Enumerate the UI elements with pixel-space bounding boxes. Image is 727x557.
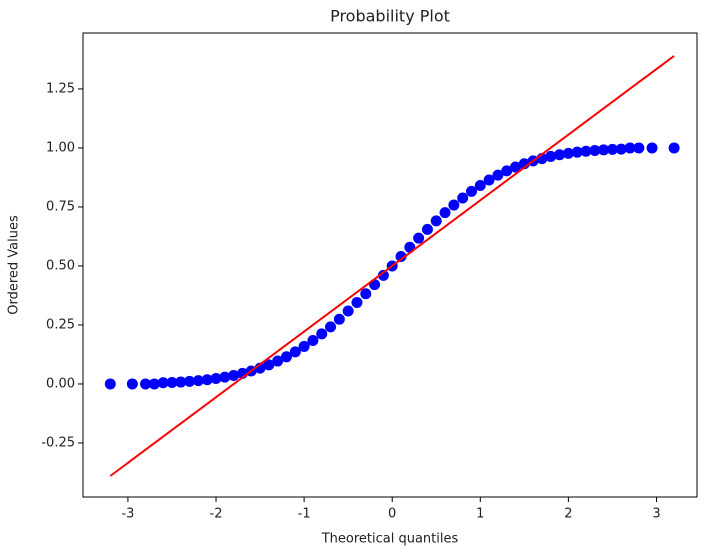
data-point bbox=[333, 313, 345, 325]
data-point bbox=[104, 378, 116, 390]
y-tick-label: 0.50 bbox=[46, 258, 75, 273]
x-tick-label: -3 bbox=[121, 507, 134, 522]
data-point bbox=[148, 378, 160, 390]
data-point bbox=[430, 215, 442, 227]
data-point bbox=[448, 199, 460, 211]
data-point bbox=[624, 142, 636, 154]
data-point bbox=[439, 207, 451, 219]
data-point bbox=[192, 375, 204, 387]
data-point bbox=[377, 269, 389, 281]
data-point bbox=[598, 144, 610, 156]
y-tick-label: 1.25 bbox=[46, 81, 75, 96]
data-point bbox=[554, 149, 566, 161]
data-point bbox=[615, 143, 627, 155]
data-point bbox=[272, 355, 284, 367]
data-point bbox=[263, 359, 275, 371]
x-axis-label: Theoretical quantiles bbox=[321, 532, 459, 547]
data-point bbox=[325, 321, 337, 333]
data-point bbox=[280, 351, 292, 363]
data-point bbox=[606, 143, 618, 155]
data-point bbox=[289, 346, 301, 358]
data-point bbox=[571, 146, 583, 158]
chart-title: Probability Plot bbox=[330, 7, 450, 26]
data-point bbox=[298, 340, 310, 352]
x-tick-label: 3 bbox=[652, 507, 660, 522]
plot-frame bbox=[82, 32, 698, 498]
data-point bbox=[316, 328, 328, 340]
x-tick-label: 1 bbox=[476, 507, 484, 522]
data-point bbox=[457, 192, 469, 204]
data-point bbox=[175, 376, 187, 388]
data-point bbox=[421, 223, 433, 235]
data-point bbox=[483, 174, 495, 186]
data-point bbox=[545, 150, 557, 162]
y-tick-label: 0.00 bbox=[46, 376, 75, 391]
data-point bbox=[474, 179, 486, 191]
data-point bbox=[413, 232, 425, 244]
data-point bbox=[140, 378, 152, 390]
x-tick-label: 0 bbox=[388, 507, 396, 522]
y-axis-label: Ordered Values bbox=[7, 215, 22, 315]
data-point bbox=[360, 288, 372, 300]
y-tick-label: 0.75 bbox=[46, 199, 75, 214]
data-point bbox=[668, 142, 680, 154]
data-point bbox=[184, 375, 196, 387]
data-point bbox=[395, 251, 407, 263]
data-point bbox=[646, 142, 658, 154]
data-point bbox=[307, 335, 319, 347]
data-point bbox=[492, 169, 504, 181]
data-point bbox=[580, 145, 592, 157]
x-tick-label: -1 bbox=[298, 507, 311, 522]
data-point bbox=[157, 377, 169, 389]
data-point bbox=[201, 374, 213, 386]
y-tick-label: 0.25 bbox=[46, 317, 75, 332]
data-point bbox=[510, 161, 522, 173]
fit-line bbox=[109, 55, 675, 477]
data-point bbox=[166, 377, 178, 389]
data-point bbox=[219, 371, 231, 383]
data-point bbox=[228, 369, 240, 381]
y-tick-label: -0.25 bbox=[41, 435, 75, 450]
x-tick-label: 2 bbox=[564, 507, 572, 522]
y-tick-label: 1.00 bbox=[46, 140, 75, 155]
data-point bbox=[126, 378, 138, 390]
data-point bbox=[210, 373, 222, 385]
data-point bbox=[465, 185, 477, 197]
data-point bbox=[589, 145, 601, 157]
x-tick-label: -2 bbox=[210, 507, 223, 522]
data-point bbox=[342, 305, 354, 317]
data-point bbox=[562, 147, 574, 159]
data-point bbox=[633, 142, 645, 154]
data-point bbox=[351, 297, 363, 309]
data-point bbox=[501, 165, 513, 177]
